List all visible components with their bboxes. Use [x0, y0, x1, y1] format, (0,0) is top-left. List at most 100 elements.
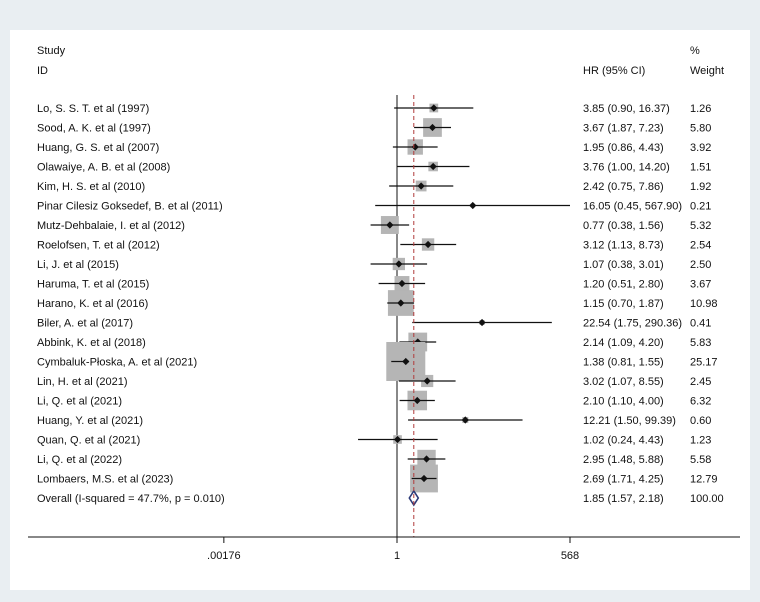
point-estimate	[417, 182, 425, 190]
point-estimate	[469, 201, 477, 210]
study-weight-text: 5.58	[690, 454, 711, 466]
study-row: Lin, H. et al (2021) 3.02 (1.07, 8.55) 2.4…	[37, 374, 711, 388]
study-weight-text: 1.51	[690, 162, 711, 174]
study-label: Lombaers, M.S. et al (2023)	[37, 474, 173, 486]
study-ci-text: 22.54 (1.75, 290.36)	[583, 318, 682, 330]
study-ci-text: 2.95 (1.48, 5.88)	[583, 454, 664, 466]
point-estimate	[461, 416, 469, 424]
study-ci-text: 2.42 (0.75, 7.86)	[583, 181, 664, 193]
study-label: Pinar Cilesiz Goksedef, B. et al (2011)	[37, 201, 223, 213]
study-label: Li, Q. et al (2022)	[37, 454, 122, 466]
point-estimate	[398, 279, 406, 288]
header-id: ID	[37, 65, 48, 77]
study-label: Li, Q. et al (2021)	[37, 396, 122, 408]
study-label: Huang, Y. et al (2021)	[37, 415, 143, 427]
study-ci-text: 3.85 (0.90, 16.37)	[583, 103, 670, 115]
study-weight-text: 5.80	[690, 123, 711, 135]
study-label: Sood, A. K. et al (1997)	[37, 123, 151, 135]
point-estimate	[413, 396, 421, 405]
overall-ci-text: 1.85 (1.57, 2.18)	[583, 493, 664, 505]
study-row: Lombaers, M.S. et al (2023) 2.69 (1.71, 4…	[37, 464, 718, 493]
study-row: Lo, S. S. T. et al (1997) 3.85 (0.90, 16.…	[37, 103, 711, 115]
study-ci-text: 2.14 (1.09, 4.20)	[583, 337, 664, 349]
study-ci-text: 1.07 (0.38, 3.01)	[583, 259, 664, 271]
study-row: Quan, Q. et al (2021) 1.02 (0.24, 4.43) 1.…	[37, 435, 711, 447]
point-estimate	[429, 162, 437, 171]
study-weight-text: 2.45	[690, 376, 711, 388]
study-weight-text: 2.50	[690, 259, 711, 271]
overall-label: Overall (I-squared = 47.7%, p = 0.010)	[37, 493, 225, 505]
study-ci-text: 2.10 (1.10, 4.00)	[583, 396, 664, 408]
study-ci-text: 3.12 (1.13, 8.73)	[583, 240, 664, 252]
point-estimate	[395, 260, 403, 268]
x-axis: .00176 1 568	[28, 536, 740, 562]
study-weight-text: 10.98	[690, 298, 718, 310]
study-weight-text: 0.21	[690, 201, 711, 213]
study-row: Huang, G. S. et al (2007) 1.95 (0.86, 4.4…	[37, 139, 711, 155]
study-label: Lin, H. et al (2021)	[37, 376, 128, 388]
x-tick-label: 568	[561, 550, 579, 562]
study-ci-text: 3.76 (1.00, 14.20)	[583, 162, 670, 174]
point-estimate	[422, 455, 431, 463]
study-weight-text: 0.41	[690, 318, 711, 330]
study-row: Li, Q. et al (2022) 2.95 (1.48, 5.88) 5.58	[37, 449, 711, 469]
header-weight-pct: %	[690, 45, 700, 57]
study-ci-text: 3.67 (1.87, 7.23)	[583, 123, 664, 135]
study-label: Mutz-Dehbalaie, I. et al (2012)	[37, 220, 185, 232]
study-row: Cymbaluk-Płoska, A. et al (2021) 1.38 (0.…	[37, 342, 718, 381]
study-weight-text: 1.26	[690, 103, 711, 115]
header-study: Study	[37, 45, 66, 57]
study-ci-text: 0.77 (0.38, 1.56)	[583, 220, 664, 232]
study-label: Olawaiye, A. B. et al (2008)	[37, 162, 170, 174]
point-estimate	[386, 221, 394, 229]
point-estimate	[402, 357, 410, 366]
study-weight-text: 2.54	[690, 240, 711, 252]
point-estimate	[420, 474, 428, 483]
study-label: Harano, K. et al (2016)	[37, 298, 148, 310]
study-row: Roelofsen, T. et al (2012) 3.12 (1.13, 8.…	[37, 238, 711, 252]
overall-row: Overall (I-squared = 47.7%, p = 0.010) 1.…	[37, 489, 724, 507]
overall-weight-text: 100.00	[690, 493, 724, 505]
study-ci-text: 2.69 (1.71, 4.25)	[583, 474, 664, 486]
study-weight-text: 0.60	[690, 415, 711, 427]
study-row: Li, Q. et al (2021) 2.10 (1.10, 4.00) 6.32	[37, 390, 711, 411]
study-ci-text: 1.15 (0.70, 1.87)	[583, 298, 664, 310]
study-row: Pinar Cilesiz Goksedef, B. et al (2011) 1…	[37, 201, 711, 213]
study-weight-text: 6.32	[690, 396, 711, 408]
study-label: Haruma, T. et al (2015)	[37, 279, 149, 291]
point-estimate	[423, 377, 431, 385]
study-weight-text: 1.23	[690, 435, 711, 447]
study-ci-text: 1.95 (0.86, 4.43)	[583, 142, 664, 154]
study-ci-text: 12.21 (1.50, 99.39)	[583, 415, 676, 427]
study-weight-text: 12.79	[690, 474, 718, 486]
study-row: Harano, K. et al (2016) 1.15 (0.70, 1.87)…	[37, 290, 718, 316]
x-tick-label: 1	[394, 550, 400, 562]
point-estimate	[478, 318, 486, 327]
study-weight-text: 5.83	[690, 337, 711, 349]
study-weight-text: 3.67	[690, 279, 711, 291]
study-weight-text: 3.92	[690, 142, 711, 154]
study-ci-text: 3.02 (1.07, 8.55)	[583, 376, 664, 388]
study-row: Huang, Y. et al (2021) 12.21 (1.50, 99.39…	[37, 415, 711, 427]
point-estimate	[393, 435, 402, 444]
header-ci: HR (95% CI)	[583, 65, 645, 77]
study-rows: Lo, S. S. T. et al (1997) 3.85 (0.90, 16.…	[37, 95, 724, 537]
study-row: Haruma, T. et al (2015) 1.20 (0.51, 2.80)…	[37, 276, 711, 291]
study-weight-text: 25.17	[690, 357, 718, 369]
header-weight: Weight	[690, 65, 724, 77]
x-tick-label: .00176	[207, 550, 241, 562]
study-row: Olawaiye, A. B. et al (2008) 3.76 (1.00, …	[37, 162, 711, 174]
point-estimate	[428, 123, 437, 132]
study-label: Roelofsen, T. et al (2012)	[37, 240, 160, 252]
study-label: Abbink, K. et al (2018)	[37, 337, 146, 349]
study-label: Li, J. et al (2015)	[37, 259, 119, 271]
study-row: Mutz-Dehbalaie, I. et al (2012) 0.77 (0.3…	[37, 216, 711, 234]
study-ci-text: 16.05 (0.45, 567.90)	[583, 201, 682, 213]
study-weight-text: 1.92	[690, 181, 711, 193]
point-estimate	[424, 240, 432, 249]
study-row: Sood, A. K. et al (1997) 3.67 (1.87, 7.23…	[37, 118, 711, 137]
study-weight-text: 5.32	[690, 220, 711, 232]
study-row: Kim, H. S. et al (2010) 2.42 (0.75, 7.86)…	[37, 180, 711, 193]
study-label: Biler, A. et al (2017)	[37, 318, 133, 330]
